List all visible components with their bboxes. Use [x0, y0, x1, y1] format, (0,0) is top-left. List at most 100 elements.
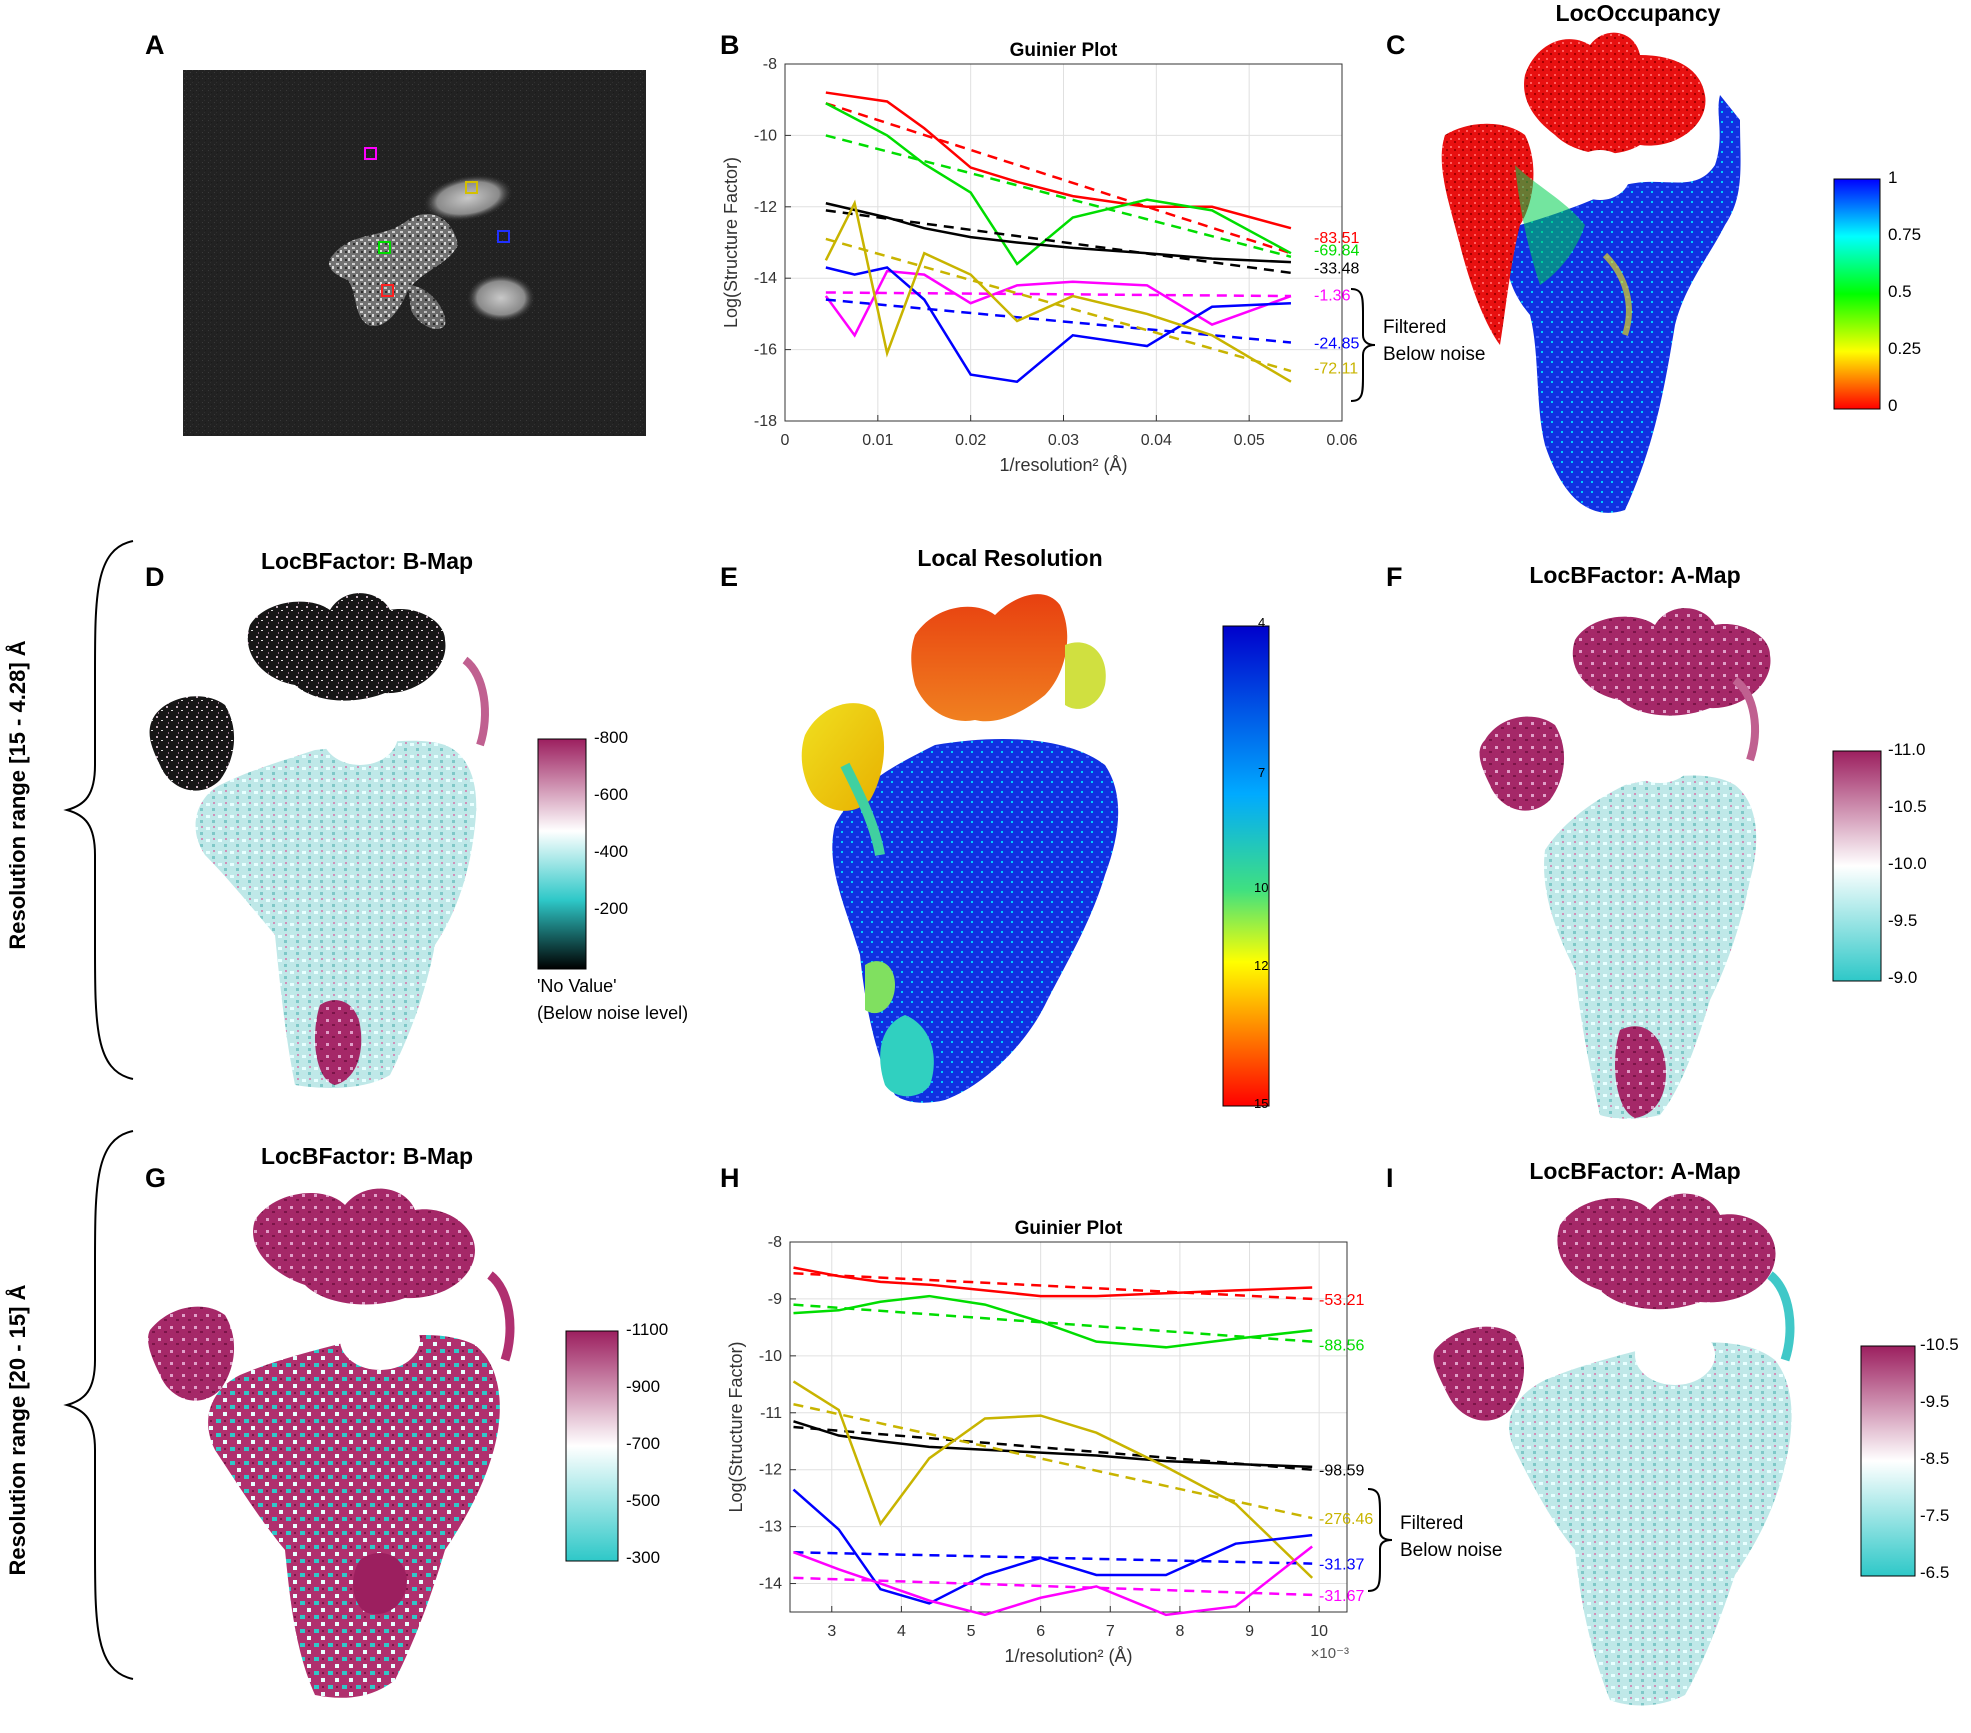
x-axis-multiplier: ×10⁻³	[1311, 1645, 1349, 1662]
guinier-plot-b: Guinier Plot 0 0.01 0.02 0.03 0.04 0.05 0.06 -8 -…	[721, 40, 1359, 475]
guinier-plot-h: Guinier Plot 3 4 5 6 7 8 9 10 -8 -9 -10 -11 -12 -13 -14…	[726, 1218, 1373, 1666]
series-slope-label: -1.36	[1314, 287, 1351, 304]
colorbar-e-tick: 10	[1254, 880, 1269, 895]
y-tick-label: -11	[760, 1405, 782, 1422]
y-tick-label: -14	[759, 1576, 782, 1593]
density-map-d	[149, 593, 489, 1088]
title-g: LocBFactor: B-Map	[260, 1143, 474, 1169]
colorbar-i-tick: -10.5	[1920, 1335, 1959, 1354]
x-tick-label: 5	[967, 1623, 976, 1640]
title-d: LocBFactor: B-Map	[260, 548, 474, 574]
x-tick-label: 0	[781, 432, 790, 449]
colorbar-f-tick: -9.5	[1888, 911, 1918, 930]
colorbar-i-tick: -7.5	[1920, 1506, 1950, 1525]
fit-line	[793, 1550, 1313, 1565]
fit-line	[825, 102, 1292, 255]
title-i: LocBFactor: A-Map	[1529, 1158, 1741, 1184]
colorbar-d-tick: -200	[594, 899, 629, 918]
row-label-top: Resolution range [15 - 4.28] Å	[5, 640, 30, 950]
fit-line	[825, 291, 1291, 298]
colorbar-g	[565, 1330, 619, 1562]
title-f: LocBFactor: A-Map	[1529, 562, 1741, 588]
y-tick-label: -8	[768, 1234, 782, 1251]
colorbar-e-tick: 12	[1254, 958, 1269, 973]
data-series-line	[825, 91, 1292, 230]
colorbar-f-tick: -9.0	[1888, 968, 1918, 987]
y-tick-label: -12	[754, 199, 777, 216]
fit-line	[793, 1576, 1313, 1597]
series-slope-label: -72.11	[1314, 360, 1358, 377]
panel-letter-h: H	[720, 1163, 740, 1193]
fit-line	[825, 237, 1292, 373]
data-series-line	[793, 1266, 1313, 1298]
title-e: Local Resolution	[917, 545, 1103, 571]
density-map-c	[1441, 32, 1741, 513]
colorbar-g-tick: -500	[626, 1491, 661, 1510]
series-slope-label: -88.56	[1319, 1337, 1364, 1354]
data-series-line	[792, 1380, 1314, 1579]
colorbar-e-tick: 7	[1258, 765, 1266, 780]
colorbar-i-tick: -6.5	[1920, 1563, 1950, 1582]
panel-letter-a: A	[145, 30, 165, 60]
colorbar-f-tick: -10.0	[1888, 854, 1927, 873]
density-map-i	[1433, 1193, 1795, 1706]
series-slope-label: -276.46	[1319, 1511, 1373, 1528]
colorbar-i-tick: -9.5	[1920, 1392, 1950, 1411]
series-slope-label: -53.21	[1319, 1292, 1364, 1309]
y-tick-label: -16	[754, 342, 777, 359]
below-noise-text: Below noise	[1400, 1540, 1503, 1561]
y-axis-label: Log(Structure Factor)	[726, 1341, 746, 1512]
density-map-g	[148, 1188, 515, 1698]
series-slope-label: -31.67	[1319, 1588, 1364, 1605]
below-noise-text: Below noise	[1383, 344, 1486, 365]
colorbar-e	[1222, 625, 1270, 1107]
colorbar-e-tick: 15	[1254, 1096, 1269, 1111]
series-slope-label: -69.84	[1314, 243, 1359, 260]
x-tick-label: 0.06	[1326, 432, 1357, 449]
colorbar-c-tick: 0.75	[1888, 225, 1922, 244]
y-tick-label: -14	[754, 270, 777, 287]
filtered-note-b: Filtered Below noise	[1383, 314, 1485, 368]
y-tick-label: -13	[759, 1519, 782, 1536]
x-tick-label: 7	[1106, 1623, 1115, 1640]
data-series-line	[792, 1488, 1313, 1605]
x-tick-label: 6	[1036, 1623, 1045, 1640]
series-slope-label: -31.37	[1319, 1557, 1364, 1574]
colorbar-c	[1833, 178, 1881, 410]
data-series-line	[793, 1420, 1313, 1469]
no-value-text: 'No Value'	[537, 976, 617, 996]
data-series-line	[825, 266, 1291, 384]
colorbar-e-tick: 4	[1258, 615, 1266, 630]
colorbar-d-tick: -600	[594, 785, 629, 804]
data-series-line	[793, 1294, 1313, 1349]
x-axis-label: 1/resolution² (Å)	[999, 455, 1127, 475]
data-series-line	[824, 269, 1292, 338]
y-tick-label: -12	[759, 1462, 782, 1479]
plot-frame	[789, 1241, 1348, 1613]
colorbar-i	[1860, 1345, 1916, 1577]
panel-letter-g: G	[145, 1163, 167, 1193]
colorbar-g-tick: -700	[626, 1434, 661, 1453]
panel-letter-f: F	[1386, 562, 1403, 592]
x-tick-label: 0.01	[862, 432, 893, 449]
panel-letter-d: D	[145, 562, 165, 592]
filtered-note-h: Filtered Below noise	[1400, 1510, 1502, 1564]
below-noise-level-text: (Below noise level)	[537, 1003, 689, 1023]
series-slope-label: -98.59	[1319, 1463, 1364, 1480]
panel-letter-b: B	[720, 30, 740, 60]
colorbar-f-tick: -11.0	[1888, 740, 1926, 759]
colorbar-f-tick: -10.5	[1888, 797, 1927, 816]
x-tick-label: 0.05	[1234, 432, 1265, 449]
fit-line	[825, 209, 1292, 275]
colorbar-d-no-value: 'No Value' (Below noise level)	[537, 973, 688, 1027]
density-map-e	[801, 594, 1119, 1103]
colorbar-d-tick: -800	[594, 728, 629, 747]
brace-filtered-h	[1367, 1488, 1393, 1592]
colorbar-i-tick: -8.5	[1920, 1449, 1950, 1468]
y-tick-label: -10	[759, 1348, 782, 1365]
colorbar-c-tick: 0.5	[1888, 282, 1912, 301]
x-axis-label: 1/resolution² (Å)	[1004, 1646, 1132, 1666]
fit-line	[793, 1303, 1313, 1343]
colorbar-f	[1832, 750, 1882, 982]
